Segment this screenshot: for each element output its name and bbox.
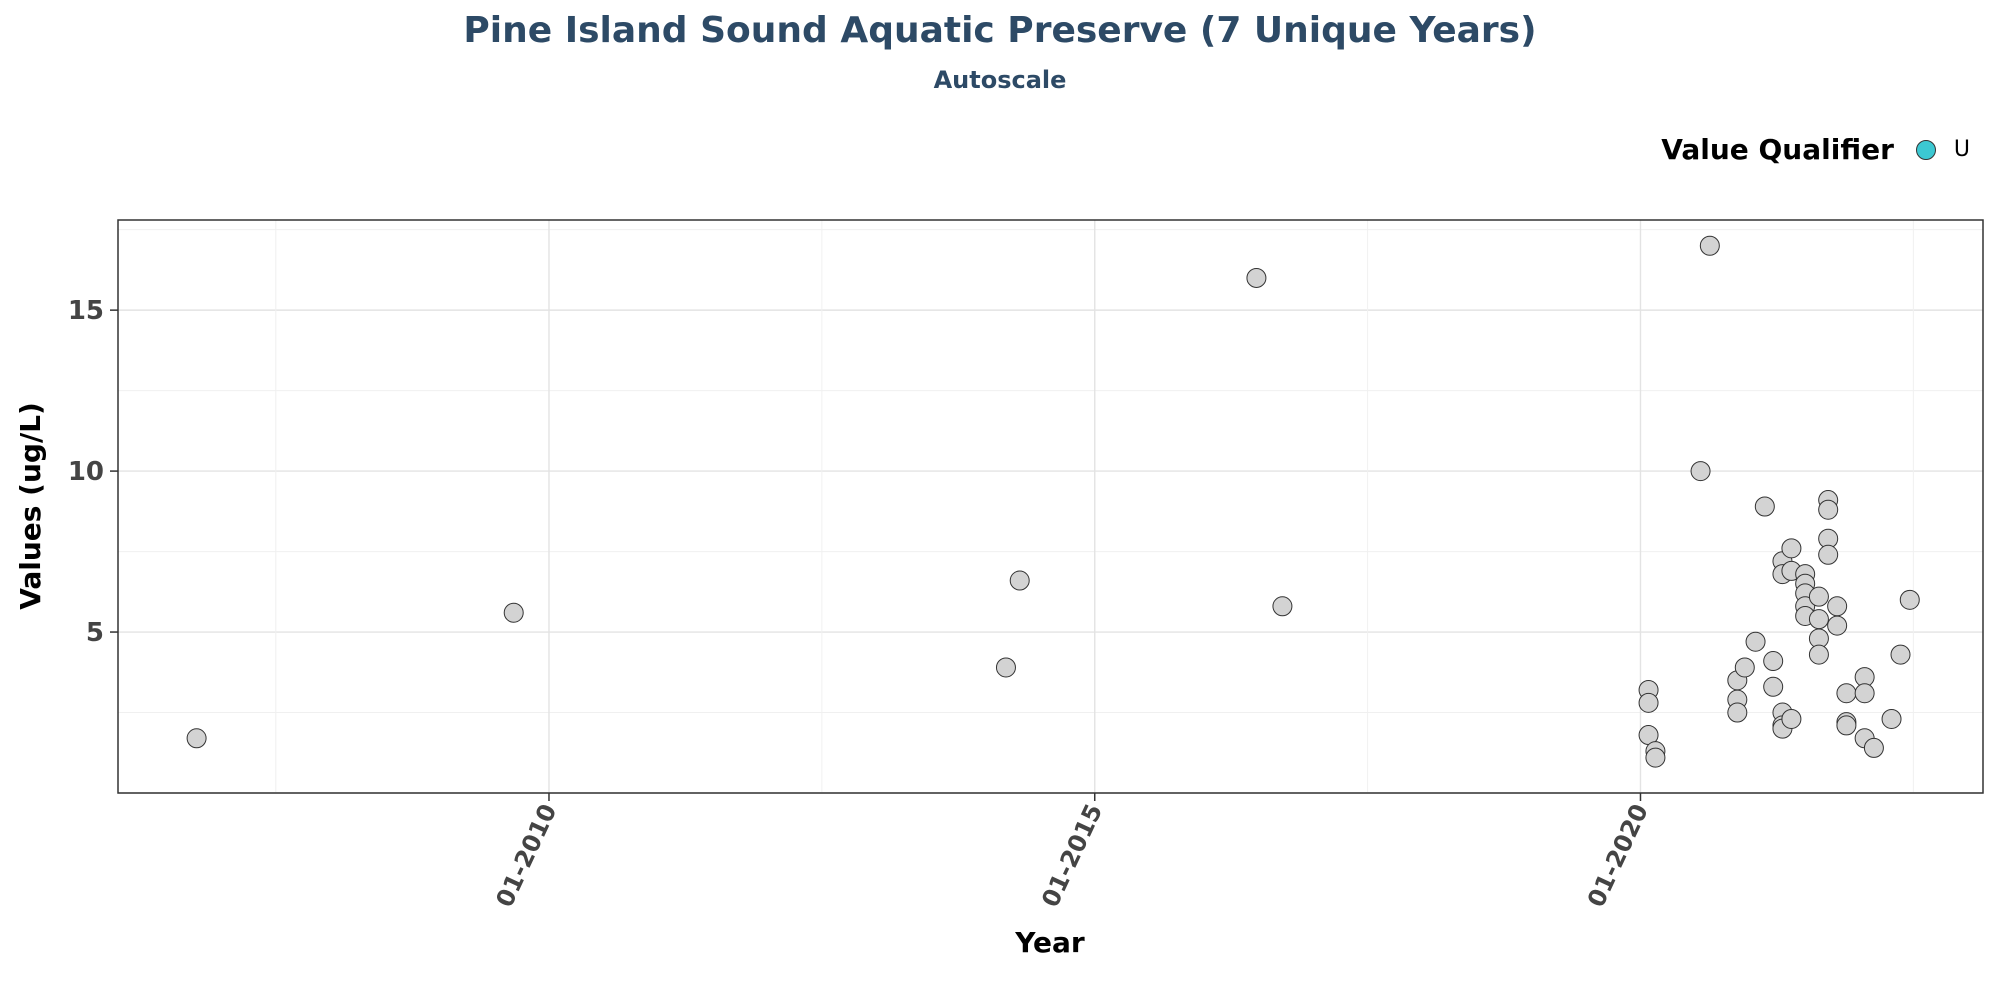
data-point [1827, 596, 1848, 617]
y-axis-ticks: 5 10 15 [68, 296, 118, 648]
data-point [1638, 692, 1659, 713]
plot-frame [117, 219, 1984, 794]
data-point [1763, 651, 1784, 672]
data-point [1808, 644, 1829, 665]
data-point [1854, 683, 1875, 704]
data-point [1272, 596, 1293, 617]
data-point [1863, 737, 1884, 758]
chart-subtitle: Autoscale [933, 66, 1067, 94]
data-point [1781, 708, 1802, 729]
data-point [1836, 683, 1857, 704]
data-point [1808, 586, 1829, 607]
legend: Value Qualifier U [1661, 133, 1970, 166]
data-points [186, 235, 1920, 768]
legend-swatch-u [1915, 139, 1936, 160]
data-point [1745, 631, 1766, 652]
legend-label-u: U [1953, 137, 1970, 162]
x-axis-ticks: 01-2010 01-2015 01-2020 [490, 793, 1654, 912]
data-point [1690, 461, 1711, 482]
data-point [1699, 235, 1720, 256]
y-tick-label: 15 [68, 296, 104, 326]
data-point [995, 657, 1016, 678]
legend-title: Value Qualifier [1661, 133, 1894, 166]
y-axis-label: Values (ug/L) [14, 402, 47, 610]
data-point [503, 602, 524, 623]
data-point [1734, 657, 1755, 678]
data-point [1763, 676, 1784, 697]
x-tick-label: 01-2015 [1036, 800, 1108, 912]
data-point [1808, 609, 1829, 630]
data-point [1781, 538, 1802, 559]
data-point [1836, 715, 1857, 736]
data-point [1881, 708, 1902, 729]
y-tick-label: 10 [68, 457, 104, 487]
data-point [1727, 702, 1748, 723]
data-point [1818, 499, 1839, 520]
y-tick-label: 5 [86, 618, 104, 648]
x-tick-label: 01-2010 [490, 800, 562, 912]
data-point [1818, 544, 1839, 565]
x-tick-label: 01-2020 [1582, 800, 1654, 912]
data-point [1754, 496, 1775, 517]
x-axis-label: Year [1014, 926, 1085, 959]
data-point [1645, 747, 1666, 768]
data-point [186, 728, 207, 749]
data-point [1890, 644, 1911, 665]
data-point [1009, 570, 1030, 591]
data-point [1899, 589, 1920, 610]
data-point [1246, 267, 1267, 288]
chart-title: Pine Island Sound Aquatic Preserve (7 Un… [463, 10, 1537, 51]
data-point [1827, 615, 1848, 636]
grid-lines [118, 220, 1983, 794]
